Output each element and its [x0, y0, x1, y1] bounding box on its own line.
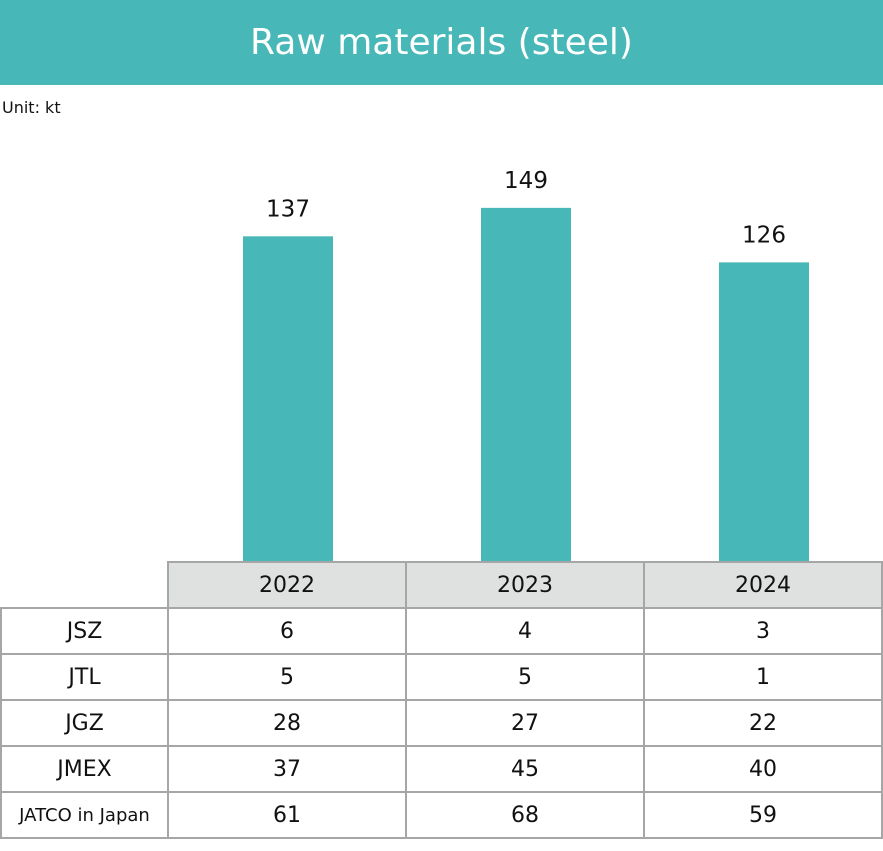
- table-cell: 61: [167, 791, 407, 839]
- unit-label: Unit: kt: [2, 98, 61, 117]
- table-cell: 68: [405, 791, 645, 839]
- table-row: JMEX 37 45 40: [0, 745, 883, 793]
- table-cell: 5: [405, 653, 645, 701]
- table-row: JGZ 28 27 22: [0, 699, 883, 747]
- table-row: JSZ 6 4 3: [0, 607, 883, 655]
- table-cell: 59: [643, 791, 883, 839]
- table-cell: 37: [167, 745, 407, 793]
- data-label-2022: 137: [266, 196, 310, 222]
- row-label: JTL: [0, 653, 169, 701]
- table-cell: 22: [643, 699, 883, 747]
- bar-2024: [719, 262, 809, 561]
- table-row: JTL 5 5 1: [0, 653, 883, 701]
- column-header: 2023: [405, 561, 645, 609]
- bar-2023: [481, 207, 571, 561]
- column-header: 2024: [643, 561, 883, 609]
- table-corner: [1, 562, 169, 609]
- column-header: 2022: [167, 561, 407, 609]
- data-label-2024: 126: [742, 222, 786, 248]
- table-row: JATCO in Japan 61 68 59: [0, 791, 883, 839]
- table-cell: 6: [167, 607, 407, 655]
- bar-2022: [243, 236, 333, 561]
- table-cell: 28: [167, 699, 407, 747]
- chart-title-banner: Raw materials (steel): [0, 0, 883, 85]
- table-cell: 40: [643, 745, 883, 793]
- table-header-row: 2022 2023 2024: [1, 561, 883, 609]
- row-label: JMEX: [0, 745, 169, 793]
- bar-chart: 137 149 126: [243, 168, 809, 561]
- data-table: 2022 2023 2024 JSZ 6 4 3 JTL 5 5 1 JGZ 2…: [0, 561, 883, 839]
- row-label: JATCO in Japan: [0, 791, 169, 839]
- table-cell: 5: [167, 653, 407, 701]
- table-cell: 3: [643, 607, 883, 655]
- row-label: JSZ: [0, 607, 169, 655]
- table-cell: 4: [405, 607, 645, 655]
- table-cell: 45: [405, 745, 645, 793]
- table-cell: 1: [643, 653, 883, 701]
- chart-title: Raw materials (steel): [250, 22, 633, 63]
- table-cell: 27: [405, 699, 645, 747]
- row-label: JGZ: [0, 699, 169, 747]
- data-label-2023: 149: [504, 168, 548, 194]
